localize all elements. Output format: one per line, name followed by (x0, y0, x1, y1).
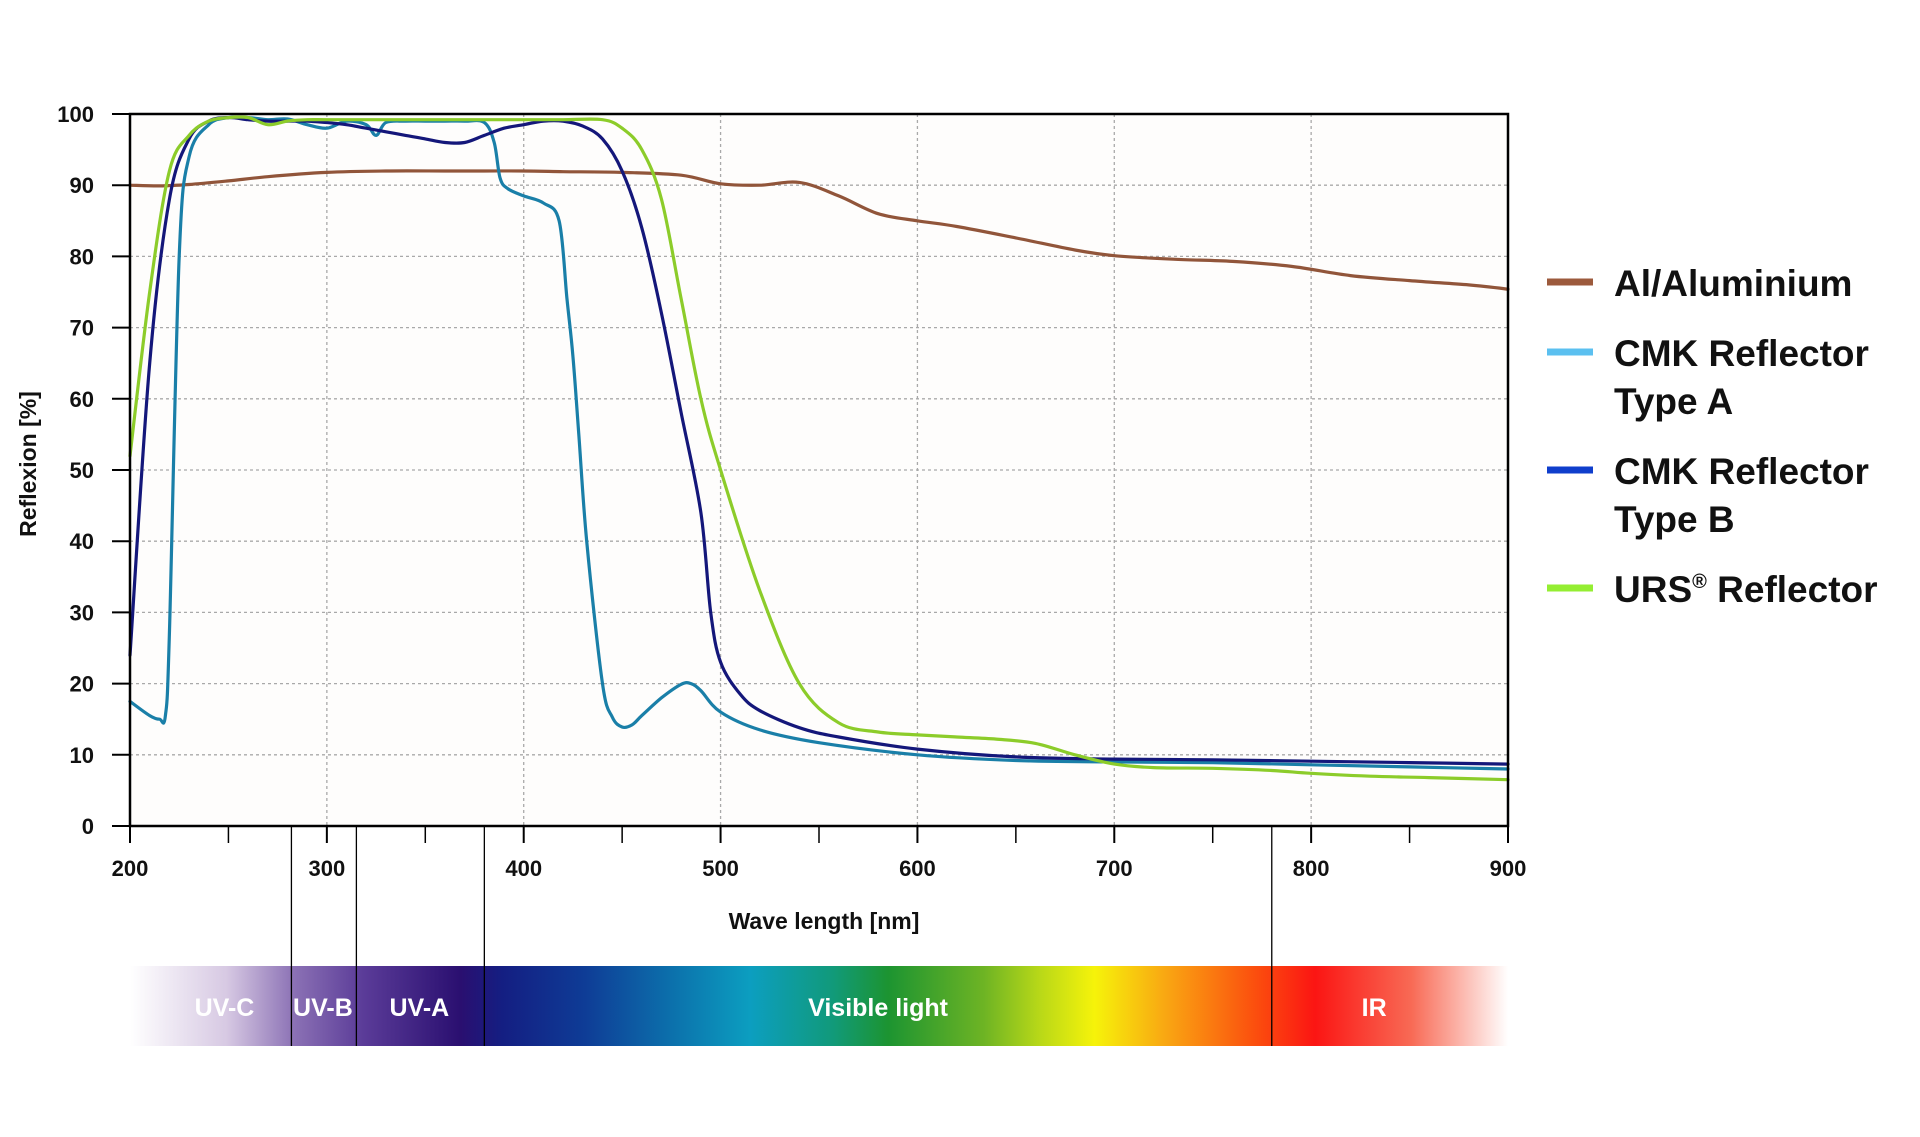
y-tick-label: 90 (70, 173, 94, 198)
band-label-visible: Visible light (808, 994, 949, 1022)
y-axis-ticks: 0 10 20 30 40 50 60 70 80 90 100 (57, 102, 130, 839)
legend-label: URS® Reflector (1614, 569, 1878, 610)
x-tick-label: 600 (899, 856, 936, 881)
y-tick-label: 50 (70, 458, 94, 483)
y-axis-title: Reflexion [%] (15, 391, 41, 537)
series-line-aluminium (128, 169, 1510, 291)
band-label-uv-a: UV-A (390, 994, 450, 1022)
legend-label: Type A (1614, 381, 1733, 422)
band-label-uv-c: UV-C (195, 994, 255, 1022)
legend-label: CMK Reflector (1614, 333, 1869, 374)
x-tick-label: 200 (112, 856, 149, 881)
y-tick-label: 60 (70, 387, 94, 412)
y-tick-label: 30 (70, 600, 94, 625)
y-tick-label: 20 (70, 672, 94, 697)
legend-item-cmk-type-b: CMK Reflector Type B (1547, 451, 1869, 540)
x-tick-label: 300 (308, 856, 345, 881)
y-tick-label: 70 (70, 316, 94, 341)
legend-label: Al/Aluminium (1614, 263, 1852, 304)
y-tick-label: 80 (70, 244, 94, 269)
y-tick-label: 40 (70, 529, 94, 554)
series-line-urs (128, 115, 1510, 782)
legend-label: Type B (1614, 499, 1735, 540)
x-tick-label: 700 (1096, 856, 1133, 881)
spectrum-dividers (290, 826, 1273, 1046)
y-tick-label: 100 (57, 102, 94, 127)
band-label-ir: IR (1362, 994, 1387, 1022)
series-lines (128, 115, 1510, 782)
legend-item-cmk-type-a: CMK Reflector Type A (1547, 333, 1869, 422)
x-tick-label: 500 (702, 856, 739, 881)
x-tick-label: 800 (1293, 856, 1330, 881)
band-label-uv-b: UV-B (293, 994, 353, 1022)
x-tick-label: 400 (505, 856, 542, 881)
legend-label: CMK Reflector (1614, 451, 1869, 492)
y-tick-label: 0 (82, 814, 94, 839)
x-tick-label: 900 (1490, 856, 1527, 881)
y-tick-label: 10 (70, 743, 94, 768)
x-axis-ticks: 200 300 400 500 600 700 800 900 (112, 826, 1527, 881)
x-axis-title: Wave length [nm] (729, 908, 920, 934)
legend-item-aluminium: Al/Aluminium (1547, 263, 1852, 304)
legend-item-urs: URS® Reflector (1547, 569, 1878, 610)
spectrum-bar (130, 966, 1508, 1046)
spectrum-band-labels: UV-C UV-B UV-A Visible light IR (195, 994, 1387, 1022)
